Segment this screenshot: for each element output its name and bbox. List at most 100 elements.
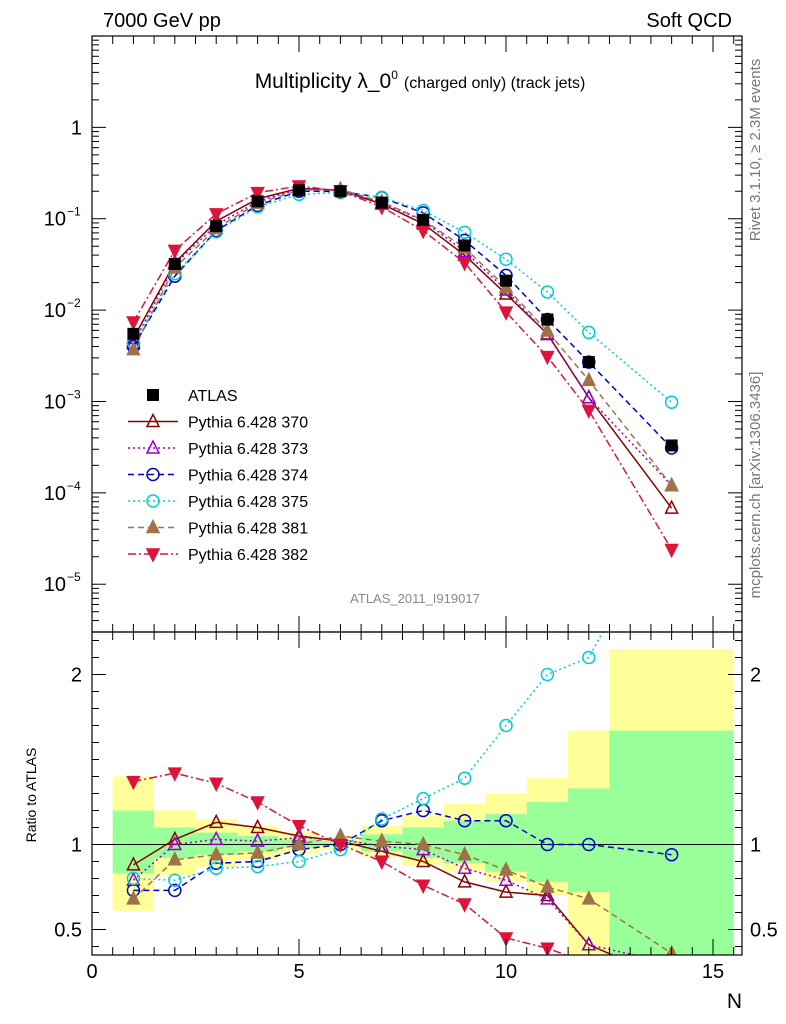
ratio-point-1-1 (167, 835, 183, 851)
legend-label-3: Pythia 6.428 375 (188, 494, 308, 511)
x-axis-label: N (727, 990, 742, 1013)
main-point-5-8 (457, 256, 472, 272)
ratio-point-5-4 (291, 820, 307, 835)
main-point-5-2 (208, 208, 224, 223)
ratio-ytick-label-right-2: 2 (750, 665, 761, 687)
main-point-5-9 (498, 306, 514, 321)
main-point-3-12 (664, 395, 679, 410)
legend-marker-0 (145, 412, 161, 428)
legend-item-3: Pythia 6.428 375 (128, 494, 308, 511)
ratio-point-0-1 (167, 830, 183, 846)
legend-marker-reference (147, 389, 159, 401)
ratio-point-4-3 (250, 844, 265, 859)
reference-point-8 (458, 239, 471, 252)
legend-label-2: Pythia 6.428 374 (188, 468, 308, 485)
main-ytick-exp-2: −2 (67, 296, 81, 310)
reference-point-5 (334, 185, 347, 198)
ratio-point-5-7 (415, 879, 431, 894)
main-point-3-11 (582, 325, 596, 340)
ratio-point-0-0 (126, 856, 141, 871)
main-point-5-12 (664, 543, 679, 559)
rivet-version-label: Rivet 3.1.10, ≥ 2.3M events (747, 59, 764, 242)
ratio-point-4-2 (208, 846, 224, 861)
ratio-point-3-11 (582, 650, 596, 665)
ratio-point-1-12 (671, 954, 672, 955)
mcplots-label: mcplots.cern.ch [arXiv:1306.3436] (747, 372, 764, 599)
axes-frames: 110 −110 −210 −310 −410 −50 5 10 150.5 0.51 12 2 (44, 35, 778, 983)
ratio-point-3-3 (250, 859, 265, 874)
main-reference-series (127, 184, 678, 452)
ratio-point-4-10 (540, 878, 555, 893)
ratio-point-2-1 (168, 883, 182, 898)
legend-marker-1 (145, 439, 161, 454)
ratio-point-4-1 (167, 851, 183, 866)
reference-point-10 (541, 313, 554, 326)
ratio-point-1-8 (457, 859, 472, 875)
main-ytick-exp-1: −1 (67, 205, 81, 219)
main-point-3-8 (457, 225, 472, 240)
xtick-label-3: 15 (702, 961, 724, 983)
ratio-point-4-4 (291, 835, 307, 851)
main-point-5-10 (540, 350, 555, 366)
ratio-point-3-10 (540, 667, 555, 682)
main-point-5-3 (250, 186, 265, 202)
analysis-label: ATLAS_2011_I919017 (350, 591, 480, 606)
ratio-ytick-label-2: 2 (71, 665, 82, 687)
ratio-point-4-0 (126, 890, 141, 905)
main-ytick-label-1: 10 (44, 209, 66, 231)
ratio-ytick-label-1: 1 (71, 835, 82, 857)
ratio-point-5-1 (167, 767, 183, 782)
legend-label-reference: ATLAS (188, 388, 238, 405)
ratio-point-5-5 (333, 838, 348, 854)
ratio-point-5-2 (208, 777, 224, 792)
xtick-label-2: 10 (495, 961, 517, 983)
main-point-1-11 (581, 389, 597, 404)
legend-item-5: Pythia 6.428 382 (128, 547, 308, 564)
ratio-point-5-8 (457, 898, 472, 913)
reference-point-11 (582, 356, 595, 369)
main-point-3-9 (499, 252, 513, 267)
ratio-point-2-9 (499, 813, 513, 828)
legend-marker-4 (145, 518, 161, 534)
legend-label-0: Pythia 6.428 370 (188, 415, 308, 432)
reference-point-0 (127, 327, 140, 340)
main-point-0-12 (664, 499, 679, 514)
ratio-point-4-11 (581, 890, 597, 905)
ratio-line-1 (132, 836, 638, 955)
main-point-5-7 (415, 224, 431, 240)
band-inner-0 (112, 810, 155, 874)
ratio-line-2 (133, 809, 672, 892)
ratio-point-0-2 (208, 813, 224, 829)
legend-item-2: Pythia 6.428 374 (128, 468, 308, 485)
legend-label-4: Pythia 6.428 381 (188, 521, 308, 538)
reference-point-9 (500, 274, 513, 287)
ratio-point-3-8 (457, 771, 472, 785)
ratio-point-3-9 (499, 718, 513, 733)
main-title: Multiplicity λ_00 (charged only) (track j… (255, 68, 586, 93)
header-left: 7000 GeV pp (103, 10, 221, 32)
ratio-point-1-2 (208, 830, 224, 846)
ratio-point-2-10 (540, 837, 555, 852)
ratio-point-5-6 (374, 855, 390, 871)
ratio-point-3-2 (209, 861, 223, 876)
main-point-0-9 (498, 285, 514, 300)
main-point-4-11 (581, 371, 597, 387)
ratio-point-5-3 (250, 796, 265, 811)
ratio-point-0-10 (540, 886, 555, 902)
ratio-point-0-9 (498, 883, 514, 898)
main-point-5-11 (581, 404, 597, 420)
ratio-ytick-label-right-1: 1 (750, 835, 761, 857)
main-point-3-10 (540, 285, 555, 299)
band-inner-3 (236, 836, 279, 852)
band-inner-11 (568, 788, 610, 893)
ratio-point-3-6 (375, 812, 389, 826)
ratio-point-0-8 (457, 873, 472, 888)
ratio-point-2-11 (582, 837, 596, 852)
ratio-panel-series (126, 632, 679, 971)
ratio-point-5-11 (583, 959, 595, 971)
main-frame (91, 35, 743, 633)
band-inner-12 (609, 730, 734, 955)
xtick-label-1: 5 (293, 961, 304, 983)
main-ytick-label-5: 10 (44, 574, 66, 596)
ratio-point-4-6 (374, 832, 390, 847)
